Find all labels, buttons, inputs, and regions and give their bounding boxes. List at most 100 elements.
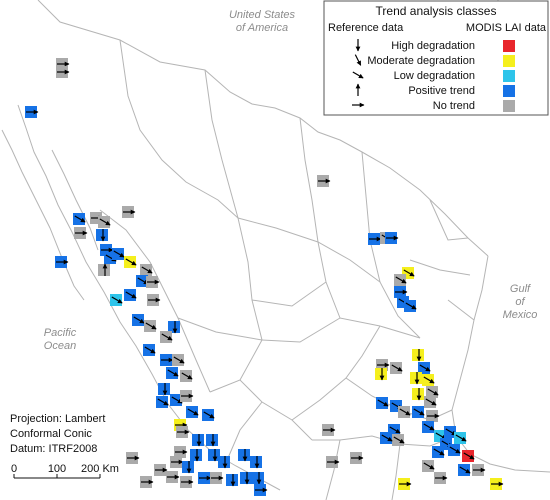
trend-arrow	[105, 254, 117, 262]
pacific-ocean-label: Pacific Ocean	[44, 327, 77, 352]
modis-class-square	[96, 229, 108, 241]
trend-arrow	[423, 423, 435, 431]
svg-text:Ocean: Ocean	[44, 340, 76, 352]
modis-class-square	[182, 461, 194, 473]
trend-arrow	[381, 434, 393, 442]
trend-arrow	[405, 302, 417, 310]
site-marker	[146, 276, 160, 288]
trend-arrow	[377, 399, 389, 407]
site-marker	[206, 434, 218, 447]
site-marker	[434, 472, 448, 484]
legend-row: Moderate degradation	[354, 54, 515, 67]
trend-arrow	[433, 448, 445, 456]
trend-arrow	[395, 276, 407, 284]
trend-arrow	[459, 466, 471, 474]
trend-arrow	[423, 376, 435, 384]
site-marker	[56, 66, 70, 78]
site-marker	[368, 233, 382, 245]
modis-class-square	[192, 434, 204, 446]
legend-row: High degradation	[355, 39, 515, 52]
site-marker	[156, 396, 169, 408]
scale-bar: 0 100 200 Km	[11, 463, 119, 479]
site-marker	[412, 349, 424, 362]
site-marker	[404, 300, 417, 312]
legend-row: Positive trend	[355, 83, 515, 97]
site-marker	[375, 368, 387, 381]
trend-arrow	[171, 396, 183, 404]
modis-class-square	[250, 456, 262, 468]
trend-arrow	[413, 408, 425, 416]
site-marker	[458, 464, 471, 476]
site-marker	[73, 213, 86, 225]
trend-arrow	[354, 54, 362, 66]
trend-arrow	[463, 452, 475, 460]
site-marker	[180, 476, 194, 488]
site-marker	[412, 406, 425, 418]
projection-line-2: Conformal Conic	[10, 428, 92, 440]
trend-arrow	[427, 388, 439, 396]
site-marker	[238, 449, 250, 462]
legend-swatch	[503, 100, 515, 112]
site-marker	[426, 386, 439, 398]
site-marker	[144, 320, 157, 332]
site-marker	[140, 264, 153, 276]
trend-arrow	[173, 356, 185, 364]
trend-arrow	[125, 258, 137, 266]
legend-reference-header: Reference data	[328, 22, 404, 34]
site-marker	[140, 476, 154, 488]
site-marker	[154, 464, 168, 476]
site-marker	[412, 388, 424, 401]
site-marker	[317, 175, 331, 187]
site-marker	[208, 449, 220, 462]
site-marker	[168, 321, 180, 334]
site-marker	[98, 263, 110, 276]
site-marker	[186, 406, 199, 418]
site-marker	[448, 444, 461, 456]
svg-text:Pacific: Pacific	[44, 327, 77, 339]
trend-arrow	[187, 408, 199, 416]
site-marker	[182, 461, 194, 474]
trend-arrow	[141, 266, 153, 274]
legend-class-label: Low degradation	[394, 70, 475, 82]
site-marker	[322, 424, 336, 436]
trend-arrow	[203, 411, 215, 419]
trend-arrow	[181, 372, 193, 380]
site-marker	[132, 314, 145, 326]
trend-arrow	[352, 71, 364, 79]
site-marker	[112, 248, 125, 260]
trend-arrow	[144, 346, 156, 354]
legend-row: No trend	[352, 100, 515, 112]
trend-arrow	[99, 218, 111, 226]
modis-class-square	[158, 383, 170, 395]
site-markers	[25, 58, 504, 496]
site-marker	[392, 434, 405, 446]
site-marker	[166, 471, 180, 483]
trend-arrow	[389, 426, 401, 434]
site-marker	[202, 409, 215, 421]
site-marker	[218, 456, 230, 469]
svg-text:Mexico: Mexico	[503, 309, 538, 321]
modis-class-square	[375, 368, 387, 380]
trend-arrow	[157, 398, 169, 406]
modis-class-square	[412, 388, 424, 400]
site-marker	[176, 426, 190, 438]
site-marker	[422, 421, 435, 433]
site-marker	[240, 472, 252, 485]
site-marker	[110, 294, 123, 306]
scale-tick-0: 0	[11, 463, 17, 475]
trend-arrow	[74, 215, 86, 223]
site-marker	[124, 289, 137, 301]
site-marker	[350, 452, 364, 464]
svg-text:United States: United States	[229, 9, 296, 21]
site-marker	[174, 446, 188, 458]
site-marker	[98, 216, 111, 228]
modis-class-square	[238, 449, 250, 461]
site-marker	[422, 374, 435, 386]
site-marker	[250, 456, 262, 469]
legend: Trend analysis classes Reference data MO…	[323, 0, 549, 116]
site-marker	[143, 344, 156, 356]
site-marker	[172, 354, 185, 366]
modis-class-square	[206, 434, 218, 446]
site-marker	[192, 434, 204, 447]
site-marker	[126, 452, 140, 464]
